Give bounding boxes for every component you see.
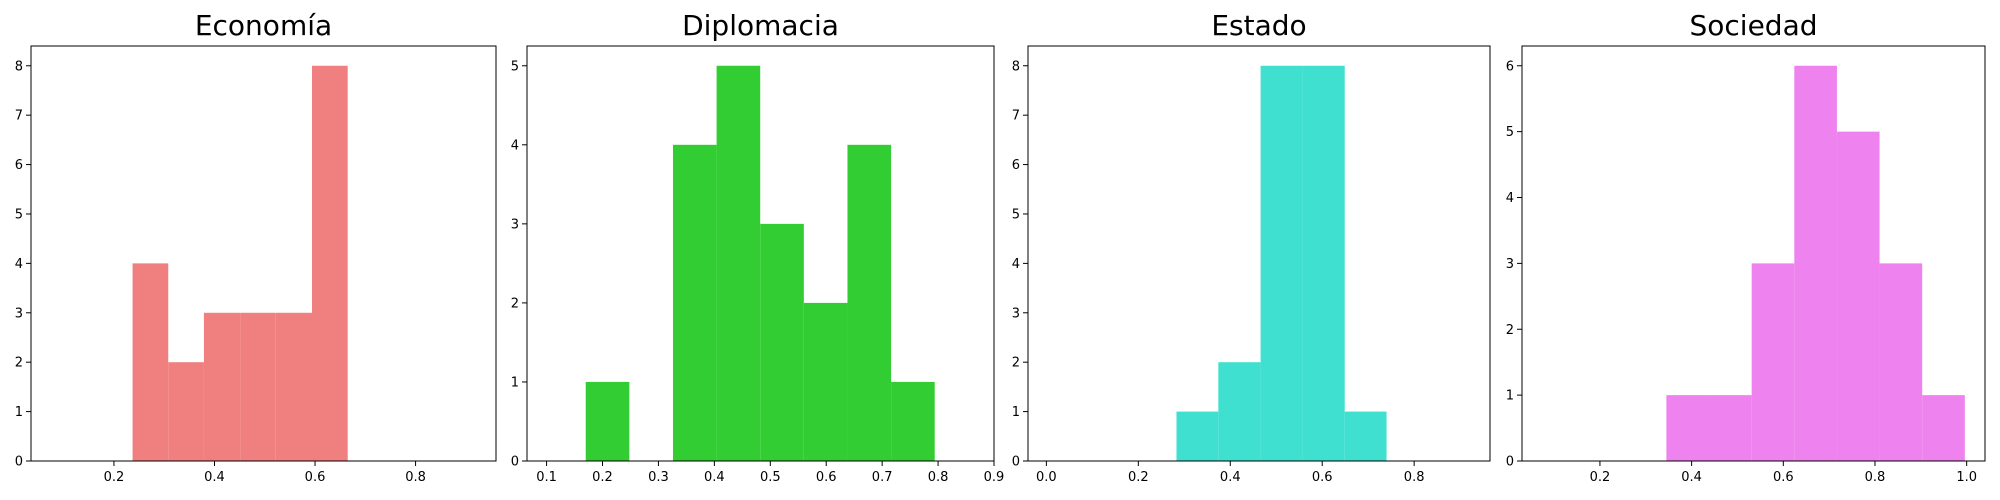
y-tick-label: 7 — [1012, 109, 1020, 124]
axes-frame — [526, 45, 995, 462]
y-tick-label: 0 — [1506, 455, 1514, 470]
x-tick-label: 0.2 — [104, 470, 125, 485]
histogram-bar — [1836, 131, 1880, 461]
chart-panel-4: 0 1 2 3 4 5 6 0.2 0.4 0.6 0.8 1.0 Sociedad — [1506, 9, 1986, 485]
x-tick-label: 0.6 — [305, 470, 326, 485]
chart-title: Diplomacia — [682, 9, 839, 42]
x-tick-label: 0.8 — [1404, 470, 1425, 485]
y-tick-label: 5 — [1012, 207, 1020, 222]
x-tick-label: 0.2 — [1128, 470, 1149, 485]
y-tick-label: 3 — [15, 306, 23, 321]
x-tick-label: 0.8 — [405, 470, 426, 485]
x-tick-label: 0.4 — [704, 470, 725, 485]
y-tick-label: 0 — [1012, 455, 1020, 470]
histogram-bar — [1922, 395, 1965, 461]
histogram-bar — [1176, 411, 1219, 461]
y-tick-label: 2 — [511, 296, 519, 311]
histogram-bar — [1709, 395, 1752, 461]
chart-panel-3: 0 1 2 3 4 5 6 7 8 0.0 0.2 0.4 0.6 0.8 Estado — [1012, 9, 1491, 485]
y-tick-label: 4 — [15, 257, 23, 272]
y-tick-label: 7 — [15, 109, 23, 124]
y-tick-label: 0 — [511, 455, 519, 470]
x-tick-label: 0.8 — [928, 470, 949, 485]
histogram-bar — [891, 381, 935, 461]
histogram-bar — [1666, 395, 1710, 461]
histogram-bar — [132, 263, 169, 461]
y-tick-label: 4 — [1012, 257, 1020, 272]
histogram-bar — [1344, 411, 1387, 461]
y-tick-label: 8 — [1012, 59, 1020, 74]
histogram-bar — [203, 312, 241, 461]
x-tick-label: 0.4 — [204, 470, 225, 485]
y-tick-label: 0 — [15, 455, 23, 470]
histogram-bar — [803, 302, 848, 461]
y-tick-label: 1 — [511, 375, 519, 390]
axes-frame — [30, 45, 497, 462]
y-tick-label: 6 — [1012, 158, 1020, 173]
x-tick-label: 0.2 — [592, 470, 613, 485]
x-tick-label: 0.4 — [1220, 470, 1241, 485]
y-tick-label: 3 — [1012, 306, 1020, 321]
x-tick-label: 0.6 — [1773, 470, 1794, 485]
y-tick-label: 8 — [15, 59, 23, 74]
histogram-bar — [760, 223, 804, 461]
histogram-bar — [1302, 65, 1345, 461]
y-tick-label: 6 — [1506, 59, 1514, 74]
y-tick-label: 5 — [511, 59, 519, 74]
histogram-bar — [847, 144, 892, 461]
y-tick-label: 2 — [1506, 323, 1514, 338]
x-tick-label: 0.3 — [648, 470, 669, 485]
chart-title: Sociedad — [1689, 9, 1817, 42]
x-tick-label: 0.4 — [1681, 470, 1702, 485]
y-tick-label: 3 — [1506, 257, 1514, 272]
y-tick-label: 5 — [1506, 125, 1514, 140]
histogram-bar — [1218, 362, 1261, 461]
x-tick-label: 0.8 — [1865, 470, 1886, 485]
histogram-bar — [1260, 65, 1303, 461]
y-tick-label: 4 — [1506, 191, 1514, 206]
x-tick-label: 0.9 — [984, 470, 1005, 485]
histogram-bar — [1879, 263, 1923, 461]
x-tick-label: 0.1 — [536, 470, 557, 485]
chart-title: Economía — [195, 9, 332, 42]
x-tick-label: 0.0 — [1036, 470, 1057, 485]
histogram-bar — [240, 312, 276, 461]
x-tick-label: 0.6 — [1312, 470, 1333, 485]
y-tick-label: 5 — [15, 207, 23, 222]
y-tick-label: 4 — [511, 138, 519, 153]
y-tick-label: 1 — [15, 405, 23, 420]
histogram-bar — [1794, 65, 1837, 461]
histogram-bar — [275, 312, 313, 461]
chart-title: Estado — [1211, 9, 1306, 42]
axes-frame — [1027, 45, 1491, 462]
y-tick-label: 3 — [511, 217, 519, 232]
x-tick-label: 0.6 — [816, 470, 837, 485]
histogram-bar — [585, 381, 630, 461]
histogram-bar — [716, 65, 761, 461]
x-tick-label: 0.2 — [1590, 470, 1611, 485]
histogram-bar — [672, 144, 717, 461]
y-tick-label: 6 — [15, 158, 23, 173]
histogram-bar — [1751, 263, 1795, 461]
x-tick-label: 0.5 — [760, 470, 781, 485]
y-tick-label: 1 — [1012, 405, 1020, 420]
histogram-bar — [312, 65, 348, 461]
y-tick-label: 1 — [1506, 389, 1514, 404]
chart-panel-1: 0 1 2 3 4 5 6 7 8 0.2 0.4 0.6 0.8 Economía — [15, 9, 497, 485]
chart-panel-2: 0 1 2 3 4 5 0.1 0.2 0.3 0.4 0.5 0.6 0.7 0.8 0.9 Diploma… — [511, 9, 1005, 485]
y-tick-label: 2 — [1012, 356, 1020, 371]
y-tick-label: 2 — [15, 356, 23, 371]
axes-frame — [1521, 45, 1986, 462]
x-tick-label: 0.7 — [872, 470, 893, 485]
histogram-bar — [168, 362, 204, 461]
x-tick-label: 1.0 — [1956, 470, 1977, 485]
